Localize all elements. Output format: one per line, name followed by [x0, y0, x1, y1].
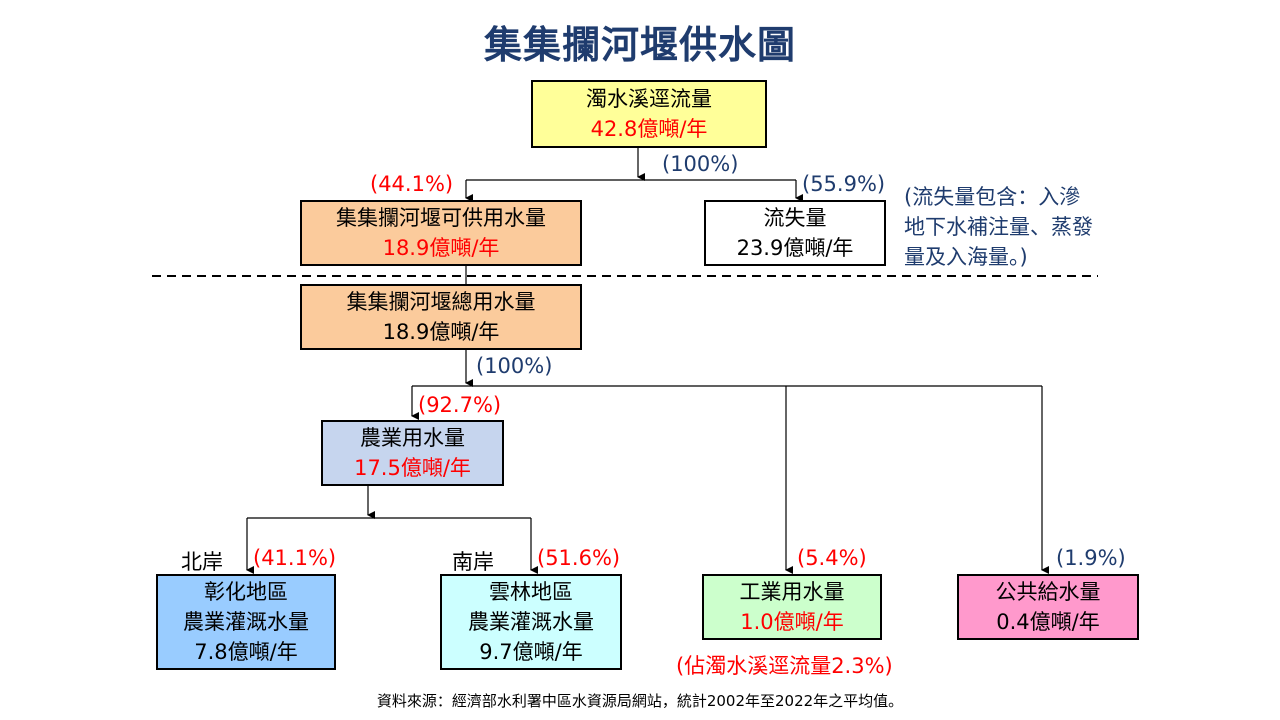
box-agri-name: 農業用水量 — [360, 426, 465, 450]
box-total-value: 18.9億噸/年 — [382, 320, 500, 344]
pct-agri: (92.7%) — [418, 393, 502, 417]
pct-top: (100%) — [662, 152, 739, 176]
box-industry-name: 工業用水量 — [739, 580, 845, 604]
box-agriculture: 農業用水量 17.5億噸/年 — [321, 420, 504, 486]
pct-available: (44.1%) — [370, 172, 454, 196]
box-loss: 流失量 23.9億噸/年 — [704, 200, 886, 266]
pct-yunlin: (51.6%) — [537, 546, 621, 570]
page-title: 集集攔河堰供水圖 — [483, 23, 796, 67]
box-source-name: 濁水溪逕流量 — [586, 87, 712, 111]
pct-public: (1.9%) — [1056, 546, 1126, 570]
box-agri-value: 17.5億噸/年 — [354, 456, 471, 480]
box-public: 公共給水量 0.4億噸/年 — [957, 574, 1139, 640]
box-industry: 工業用水量 1.0億噸/年 — [702, 574, 882, 640]
box-yunlin-name: 雲林地區 — [489, 580, 573, 604]
loss-note-line-2: 地下水補注量、蒸發 — [904, 215, 1093, 239]
loss-note-line-1: (流失量包含：入滲 — [904, 185, 1081, 209]
box-changhua-value: 7.8億噸/年 — [194, 640, 298, 664]
source-footer: 資料來源：經濟部水利署中區水資源局網站，統計2002年至2022年之平均值。 — [376, 692, 904, 710]
industry-note: (佔濁水溪逕流量2.3%) — [676, 654, 893, 678]
pct-loss: (55.9%) — [802, 172, 886, 196]
box-available-name: 集集攔河堰可供用水量 — [336, 206, 546, 230]
box-total-water: 集集攔河堰總用水量 18.9億噸/年 — [300, 284, 582, 350]
box-available-water: 集集攔河堰可供用水量 18.9億噸/年 — [300, 200, 582, 266]
box-available-value: 18.9億噸/年 — [382, 236, 500, 260]
box-changhua-name2: 農業灌溉水量 — [183, 610, 309, 634]
loss-note-line-3: 量及入海量。) — [904, 245, 1028, 269]
box-changhua-name: 彰化地區 — [204, 580, 288, 604]
box-loss-name: 流失量 — [763, 206, 827, 230]
pct-industry: (5.4%) — [797, 546, 867, 570]
box-total-name: 集集攔河堰總用水量 — [346, 290, 536, 314]
box-public-name: 公共給水量 — [995, 580, 1101, 604]
label-south-bank: 南岸 — [452, 550, 494, 574]
box-changhua: 彰化地區 農業灌溉水量 7.8億噸/年 — [156, 574, 336, 670]
pct-changhua: (41.1%) — [253, 546, 337, 570]
box-yunlin-value: 9.7億噸/年 — [479, 640, 583, 664]
box-yunlin-name2: 農業灌溉水量 — [468, 610, 594, 634]
box-source-value: 42.8億噸/年 — [590, 117, 708, 141]
box-loss-value: 23.9億噸/年 — [736, 236, 854, 260]
label-north-bank: 北岸 — [181, 550, 223, 574]
pct-total: (100%) — [476, 354, 553, 378]
loss-note: (流失量包含：入滲 地下水補注量、蒸發 量及入海量。) — [904, 182, 1093, 272]
box-yunlin: 雲林地區 農業灌溉水量 9.7億噸/年 — [440, 574, 622, 670]
box-source-runoff: 濁水溪逕流量 42.8億噸/年 — [531, 80, 767, 148]
box-industry-value: 1.0億噸/年 — [740, 610, 844, 634]
box-public-value: 0.4億噸/年 — [996, 610, 1100, 634]
